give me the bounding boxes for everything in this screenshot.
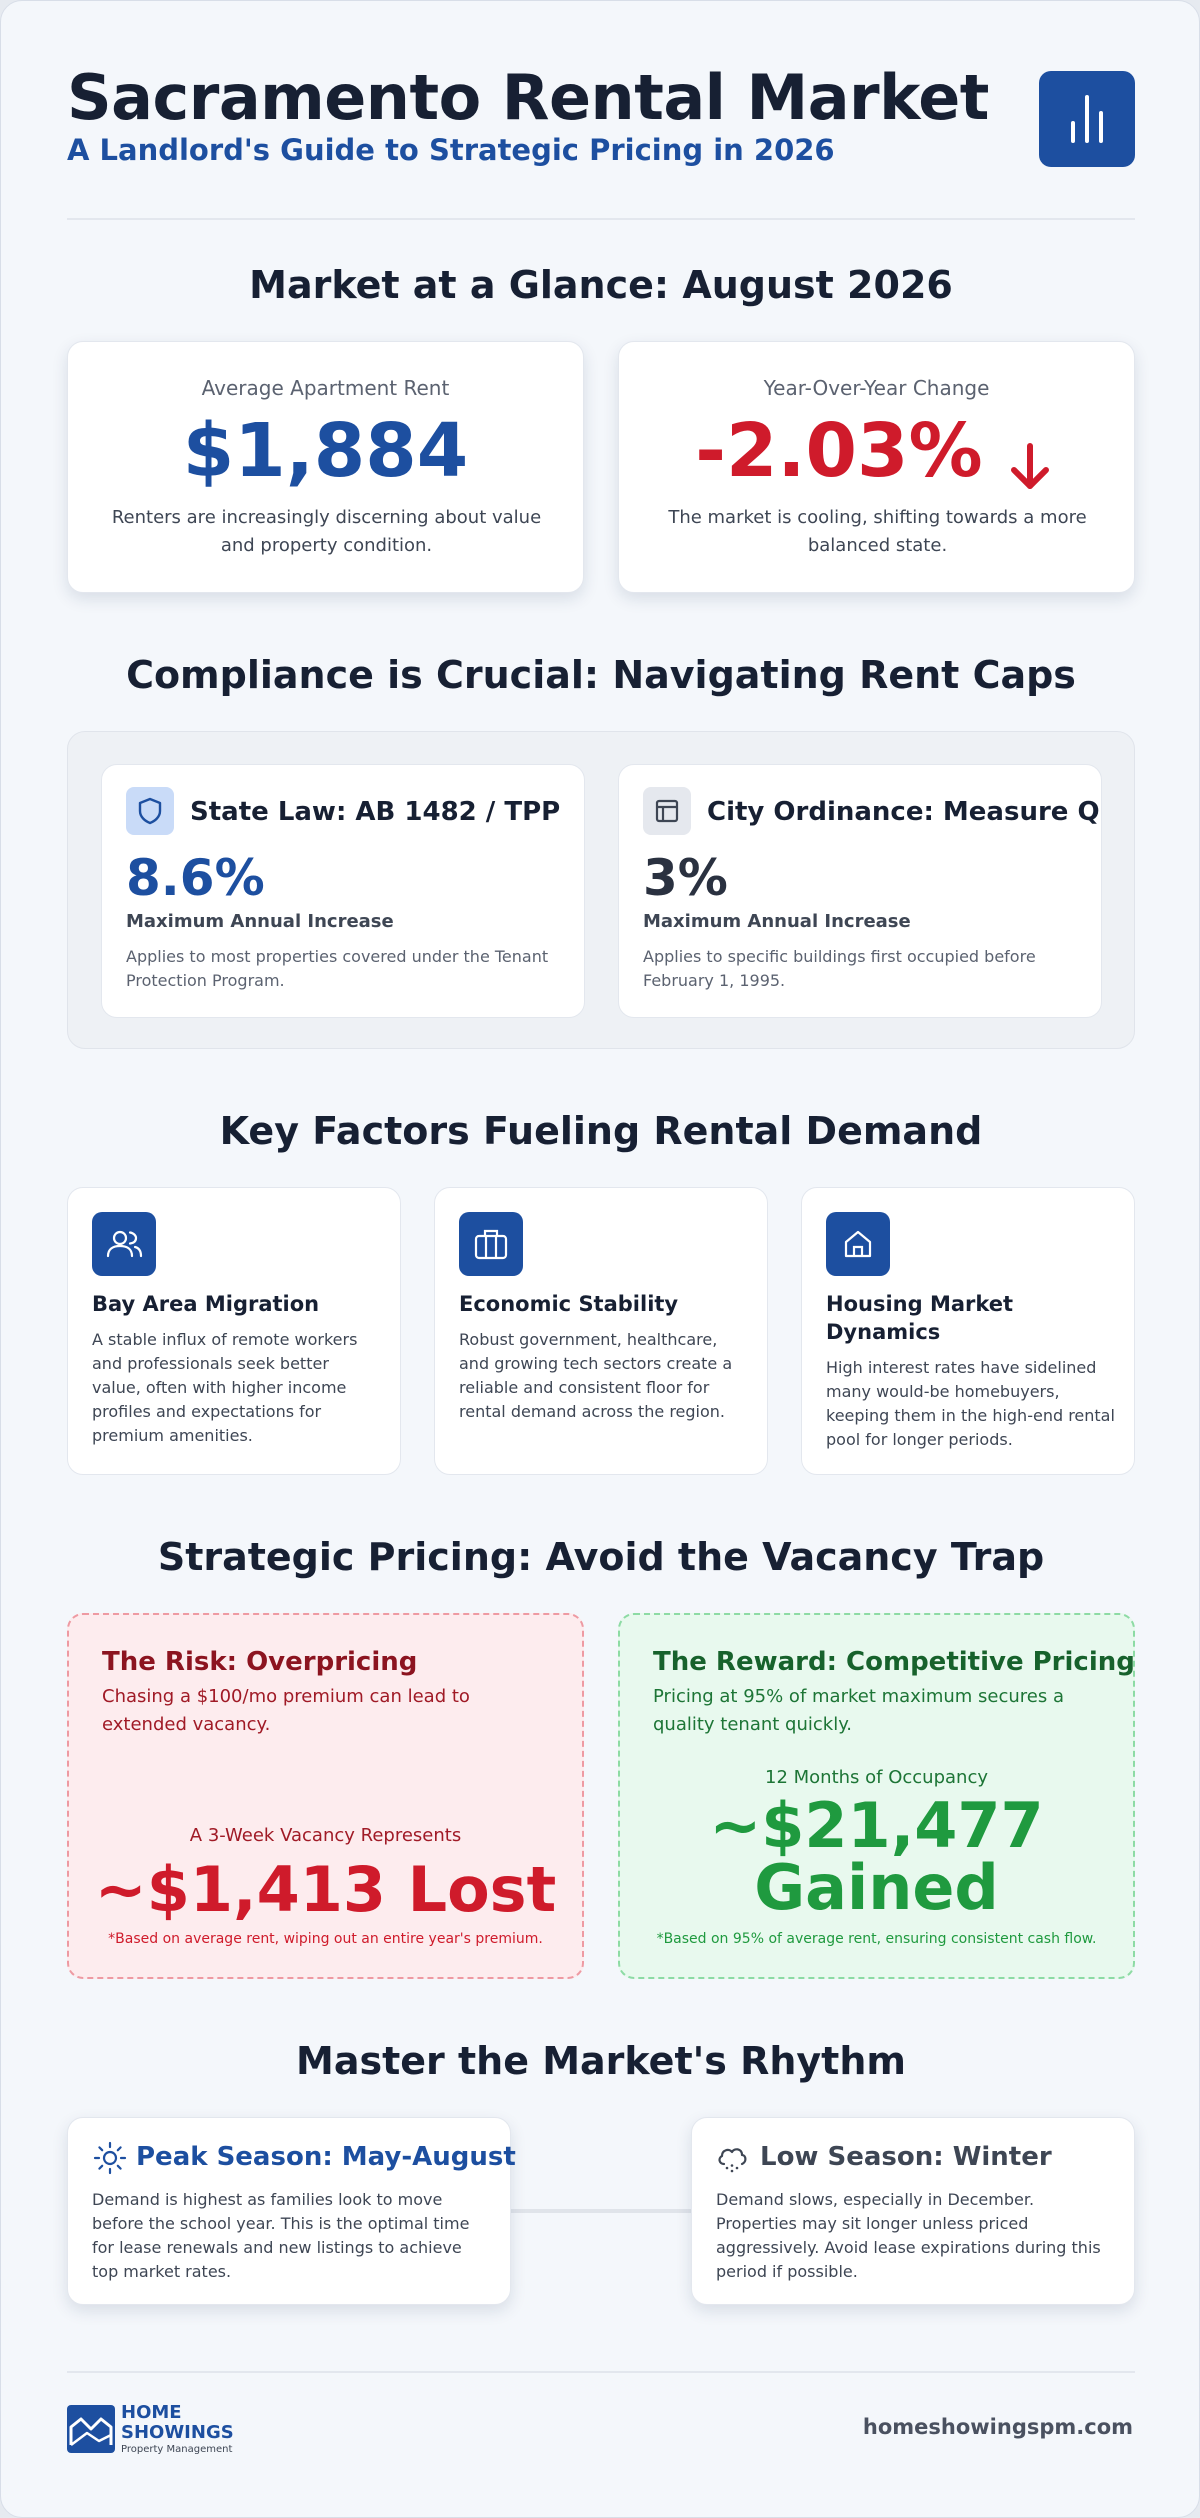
reward-value: ~$21,477 Gained	[620, 1795, 1133, 1919]
reward-panel: The Reward: Competitive Pricing Pricing …	[618, 1613, 1135, 1979]
glance-section-title: Market at a Glance: August 2026	[249, 263, 953, 307]
city-ordinance-heading: City Ordinance: Measure Q	[707, 797, 1100, 827]
factor-card-housing: Housing Market Dynamics High interest ra…	[801, 1187, 1135, 1475]
state-law-sublabel: Maximum Annual Increase	[126, 911, 394, 932]
risk-note: *Based on average rent, wiping out an en…	[108, 1931, 543, 1947]
city-ordinance-value: 3%	[643, 849, 728, 907]
factor-title: Economic Stability	[459, 1292, 679, 1316]
footer-divider	[67, 2371, 1135, 2373]
peak-season-card: Peak Season: May-August Demand is highes…	[67, 2117, 516, 2305]
risk-panel: The Risk: Overpricing Chasing a $100/mo …	[67, 1613, 584, 1979]
peak-season-title: Peak Season: May-August	[136, 2142, 516, 2172]
risk-description: Chasing a $100/mo premium can lead to ex…	[102, 1686, 470, 1735]
state-law-card: State Law: AB 1482 / TPP 8.6% Maximum An…	[101, 764, 585, 1018]
house-mark-icon	[67, 2405, 115, 2453]
city-ordinance-sublabel: Maximum Annual Increase	[643, 911, 911, 932]
brand-name: HOME SHOWINGS	[121, 2403, 234, 2443]
arrow-down-icon	[1000, 436, 1060, 496]
peak-season-description: Demand is highest as families look to mo…	[92, 2190, 470, 2281]
average-rent-value: $1,884	[182, 408, 469, 494]
risk-label: A 3-Week Vacancy Represents	[189, 1825, 462, 1846]
average-rent-label: Average Apartment Rent	[201, 376, 450, 400]
reward-value-amount: ~$21,477	[709, 1789, 1044, 1862]
yoy-change-label: Year-Over-Year Change	[763, 376, 990, 400]
risk-value: ~$1,413 Lost	[94, 1853, 557, 1926]
footer-website-link[interactable]: homeshowingspm.com	[862, 2415, 1133, 2439]
low-season-card: Low Season: Winter Demand slows, especia…	[691, 2117, 1135, 2305]
reward-note: *Based on 95% of average rent, ensuring …	[656, 1931, 1097, 1947]
briefcase-icon	[459, 1212, 523, 1276]
reward-label: 12 Months of Occupancy	[765, 1767, 988, 1788]
compliance-section-title: Compliance is Crucial: Navigating Rent C…	[126, 653, 1076, 697]
yoy-change-value: -2.03%	[695, 408, 983, 494]
brand-name-line1: HOME	[121, 2402, 182, 2423]
rhythm-section-title: Master the Market's Rhythm	[296, 2039, 906, 2083]
reward-value-word: Gained	[754, 1851, 999, 1924]
bar-chart-icon	[1039, 71, 1135, 167]
state-law-heading: State Law: AB 1482 / TPP	[190, 797, 561, 827]
factor-card-migration: Bay Area Migration A stable influx of re…	[67, 1187, 401, 1475]
state-law-description: Applies to most properties covered under…	[126, 947, 549, 990]
yoy-change-description: The market is cooling, shifting towards …	[668, 507, 1087, 556]
cloud-snow-icon	[714, 2140, 750, 2176]
season-connector	[511, 2209, 691, 2213]
brand-tagline: Property Management	[121, 2444, 233, 2455]
reward-description: Pricing at 95% of market maximum secures…	[653, 1686, 1064, 1735]
brand-name-line2: SHOWINGS	[121, 2422, 234, 2443]
factor-description: Robust government, healthcare, and growi…	[459, 1330, 733, 1421]
average-rent-card: Average Apartment Rent $1,884 Renters ar…	[67, 341, 584, 593]
factor-description: A stable influx of remote workers and pr…	[92, 1330, 358, 1445]
users-icon	[92, 1212, 156, 1276]
pricing-section-title: Strategic Pricing: Avoid the Vacancy Tra…	[157, 1535, 1045, 1579]
factors-section-title: Key Factors Fueling Rental Demand	[219, 1109, 983, 1153]
sun-icon	[92, 2140, 128, 2176]
risk-title: The Risk: Overpricing	[102, 1647, 418, 1677]
yoy-change-value-row: -2.03%	[619, 408, 1136, 502]
building-icon	[643, 787, 691, 835]
average-rent-description: Renters are increasingly discerning abou…	[111, 507, 542, 556]
factor-card-economy: Economic Stability Robust government, he…	[434, 1187, 768, 1475]
factor-title: Housing Market Dynamics	[826, 1292, 1014, 1344]
footer-brand-logo: HOME SHOWINGS Property Management	[67, 2403, 267, 2455]
header-divider	[67, 218, 1135, 220]
page-title: Sacramento Rental Market	[67, 61, 989, 134]
reward-title: The Reward: Competitive Pricing	[653, 1647, 1135, 1677]
city-ordinance-description: Applies to specific buildings first occu…	[643, 947, 1036, 990]
yoy-change-card: Year-Over-Year Change -2.03% The market …	[618, 341, 1135, 593]
home-icon	[826, 1212, 890, 1276]
shield-icon	[126, 787, 174, 835]
page-subtitle: A Landlord's Guide to Strategic Pricing …	[67, 133, 835, 167]
low-season-description: Demand slows, especially in December. Pr…	[716, 2190, 1101, 2281]
compliance-panel: State Law: AB 1482 / TPP 8.6% Maximum An…	[67, 731, 1135, 1049]
factor-title: Bay Area Migration	[92, 1292, 320, 1316]
low-season-title: Low Season: Winter	[760, 2142, 1052, 2172]
state-law-value: 8.6%	[126, 849, 265, 907]
factor-description: High interest rates have sidelined many …	[826, 1358, 1115, 1449]
city-ordinance-card: City Ordinance: Measure Q 3% Maximum Ann…	[618, 764, 1102, 1018]
